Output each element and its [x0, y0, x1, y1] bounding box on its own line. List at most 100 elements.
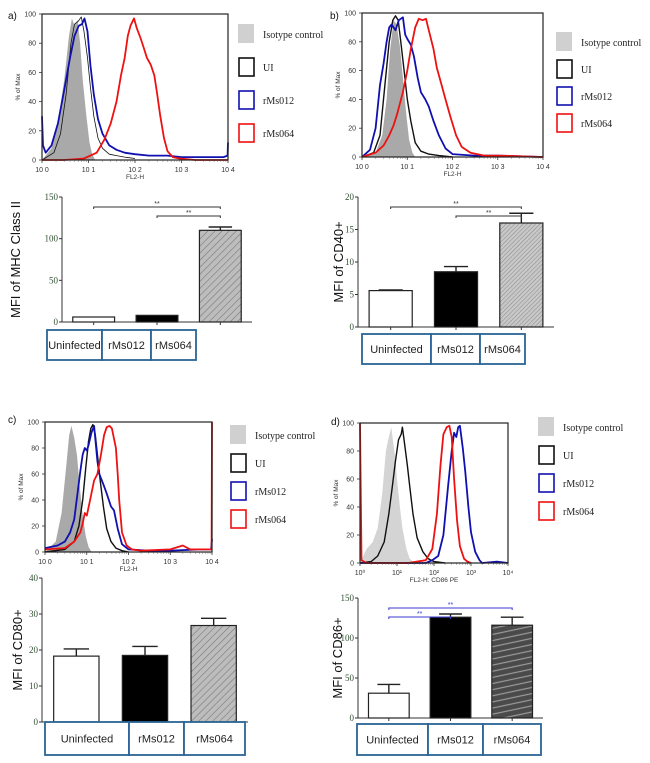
bar-uninfected — [368, 290, 413, 328]
significance-bracket — [388, 607, 513, 610]
legend-swatch-ui — [556, 59, 573, 79]
legend-label: Isotype control — [563, 423, 623, 434]
category-label: Uninfected — [61, 734, 114, 746]
y-tick-label: 80 — [346, 449, 354, 456]
y-tick-label: 20 — [31, 524, 39, 531]
series-isotype-fill — [45, 425, 92, 552]
y-tick-label: 20 — [348, 126, 356, 133]
y-tick-label: 5 — [350, 290, 355, 300]
category-box — [128, 721, 185, 756]
bar-rms012 — [135, 314, 179, 323]
x-tick-label: 10 3 — [163, 559, 177, 566]
category-box — [479, 333, 526, 365]
legend-swatch-ui — [538, 445, 555, 465]
category-box — [361, 333, 432, 365]
legend-swatch-rms012 — [556, 86, 573, 106]
category-label: Uninfected — [48, 340, 101, 352]
x-axis-label: FL2-H — [119, 566, 137, 573]
bar-rms064 — [491, 624, 534, 719]
x-axis-label: FL2-H: CD86 PE — [410, 577, 459, 584]
series-ui — [41, 16, 136, 161]
y-axis-label: MFI of MHC Class II — [8, 201, 23, 318]
category-box — [430, 333, 481, 365]
panel-label: c) — [8, 415, 16, 426]
y-axis-label: % of Max — [335, 71, 342, 99]
x-tick-label: 10 0 — [355, 164, 369, 171]
legend-swatch-isotype — [538, 417, 554, 436]
x-tick-label: 10 2 — [122, 559, 136, 566]
category-label: rMs012 — [138, 734, 175, 746]
y-axis-label: % of Max — [18, 473, 25, 501]
x-tick-label: 10 1 — [80, 559, 94, 566]
legend-swatch-isotype — [238, 24, 254, 43]
bar-rms064 — [190, 624, 237, 723]
category-box — [46, 329, 103, 361]
legend-swatch-isotype — [230, 425, 246, 444]
legend-swatch-ui — [230, 453, 247, 473]
legend-label: rMs064 — [255, 515, 286, 526]
legend-swatch-rms012 — [538, 473, 555, 493]
legend: Isotype control UI rMs012 rMs064 — [538, 417, 623, 521]
x-tick-label: 10 4 — [205, 559, 219, 566]
bar-uninfected — [72, 316, 116, 323]
bar-rms064 — [499, 222, 544, 328]
y-tick-label: 100 — [27, 420, 39, 427]
panel-label: d) — [331, 417, 340, 428]
x-tick-label: 10⁰ — [355, 569, 366, 577]
x-tick-label: 10² — [429, 570, 440, 577]
legend-swatch-ui — [238, 57, 255, 77]
y-tick-label: 20 — [346, 533, 354, 540]
legend-label: Isotype control — [255, 431, 315, 442]
y-axis-label: MFI of CD86+ — [330, 617, 345, 698]
legend-swatch-rms012 — [230, 481, 247, 501]
y-tick-label: 150 — [341, 593, 355, 603]
significance-bracket — [156, 215, 221, 218]
x-tick-label: 10 4 — [221, 167, 235, 174]
y-axis-label: % of Max — [15, 73, 22, 101]
y-tick-label: 40 — [346, 505, 354, 512]
series-isotype-fill — [360, 427, 415, 563]
legend-label: UI — [263, 63, 274, 74]
bar-panel-4: 0 50 100 150 MFI of CD86+ ** ** Uninfected rMs01… — [330, 593, 543, 756]
y-tick-label: 40 — [31, 498, 39, 505]
legend-label: Isotype control — [581, 38, 641, 49]
significance-label: ** — [448, 602, 454, 609]
bar-panel-3: 0 10 20 30 40 MFI of CD80+ Uninfected rMs012 rMs… — [10, 573, 248, 756]
x-axis-label: FL2-H — [443, 171, 461, 178]
histogram-panel-4: d) 0 20 40 60 80 100 10⁰ 10¹ 10² 10³ 10⁴ FL2-H: CD86… — [331, 417, 623, 584]
significance-label: ** — [453, 201, 459, 208]
y-tick-label: 0 — [350, 561, 354, 568]
y-tick-label: 40 — [29, 573, 39, 583]
series-rms064 — [44, 421, 213, 552]
y-tick-label: 100 — [24, 12, 36, 19]
x-tick-label: 10 3 — [491, 164, 505, 171]
histogram-panel-2: b) 0 20 40 60 80 100 10 0 10 1 10 2 10 3 10 4 FL2-H%… — [330, 11, 641, 179]
x-tick-label: 10³ — [466, 570, 477, 577]
panel-label: b) — [330, 11, 339, 22]
series-rms012 — [41, 17, 229, 159]
category-box — [183, 721, 246, 756]
legend: Isotype control UI rMs012 rMs064 — [556, 32, 641, 133]
category-boxes: Uninfected rMs012 rMs064 — [361, 333, 526, 365]
bar-rms012 — [121, 654, 169, 723]
y-tick-label: 0 — [32, 158, 36, 165]
y-tick-label: 0 — [352, 155, 356, 162]
series-rms064 — [361, 17, 544, 158]
y-tick-label: 20 — [29, 645, 39, 655]
legend-label: rMs012 — [263, 96, 294, 107]
y-tick-label: 0 — [34, 717, 39, 727]
significance-bracket — [93, 206, 221, 209]
legend-swatch-rms064 — [538, 501, 555, 521]
y-tick-label: 100 — [344, 11, 356, 18]
x-tick-label: 10 3 — [175, 167, 189, 174]
y-tick-label: 30 — [29, 609, 39, 619]
category-label: rMs064 — [484, 344, 521, 356]
y-tick-label: 20 — [345, 192, 355, 202]
legend-label: Isotype control — [263, 30, 323, 41]
series-rms012 — [360, 424, 509, 564]
y-tick-label: 10 — [29, 681, 39, 691]
x-tick-label: 10 1 — [82, 167, 96, 174]
y-axis-label: MFI of CD40+ — [331, 221, 346, 302]
category-boxes: Uninfected rMs012 rMs064 — [44, 721, 246, 756]
y-tick-label: 50 — [345, 673, 355, 683]
